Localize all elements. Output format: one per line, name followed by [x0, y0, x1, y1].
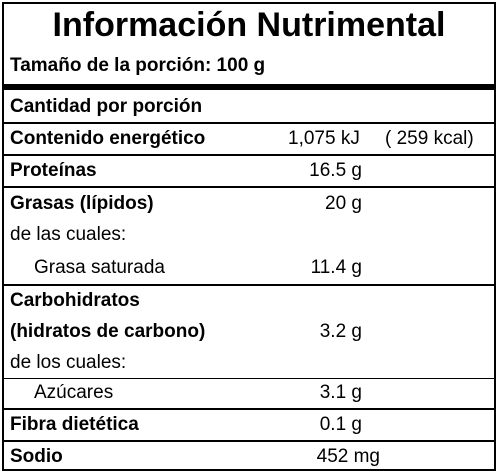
- carbs-sub-label: de los cuales:: [10, 352, 127, 373]
- carbs-value: 3.2 g: [319, 321, 362, 342]
- divider: [4, 154, 494, 156]
- fats-sub-label: de las cuales:: [10, 224, 127, 245]
- energy-label: Contenido energético: [10, 128, 206, 149]
- amount-per-serving-label: Cantidad por porción: [10, 96, 203, 117]
- serving-size: Tamaño de la porción: 100 g: [10, 55, 266, 76]
- fats-label: Grasas (lípidos): [10, 193, 154, 214]
- fiber-value: 0.1 g: [319, 414, 362, 435]
- sodium-label: Sodio: [10, 446, 63, 467]
- carbs-label-line1: Carbohidratos: [10, 290, 140, 311]
- divider: [4, 440, 494, 442]
- energy-value-kj: 1,075 kJ: [288, 128, 360, 149]
- saturated-fat-label: Grasa saturada: [34, 257, 165, 278]
- energy-value-kcal: ( 259 kcal): [385, 128, 474, 149]
- fats-value: 20 g: [325, 193, 362, 214]
- thin-divider: [4, 378, 494, 379]
- nutrition-facts-panel: Información Nutrimental Tamaño de la por…: [2, 2, 496, 471]
- protein-value: 16.5 g: [309, 160, 362, 181]
- sugars-label: Azúcares: [34, 382, 114, 403]
- panel-title: Información Nutrimental: [52, 6, 446, 44]
- protein-label: Proteínas: [10, 160, 97, 181]
- divider: [4, 122, 494, 124]
- carbs-label-line2: (hidratos de carbono): [10, 321, 206, 342]
- divider: [4, 284, 494, 286]
- divider: [4, 186, 494, 188]
- fiber-label: Fibra dietética: [10, 414, 139, 435]
- sugars-value: 3.1 g: [319, 382, 362, 403]
- thick-divider: [4, 84, 494, 90]
- divider: [4, 408, 494, 410]
- saturated-fat-value: 11.4 g: [310, 257, 362, 278]
- sodium-value: 452 mg: [316, 446, 380, 467]
